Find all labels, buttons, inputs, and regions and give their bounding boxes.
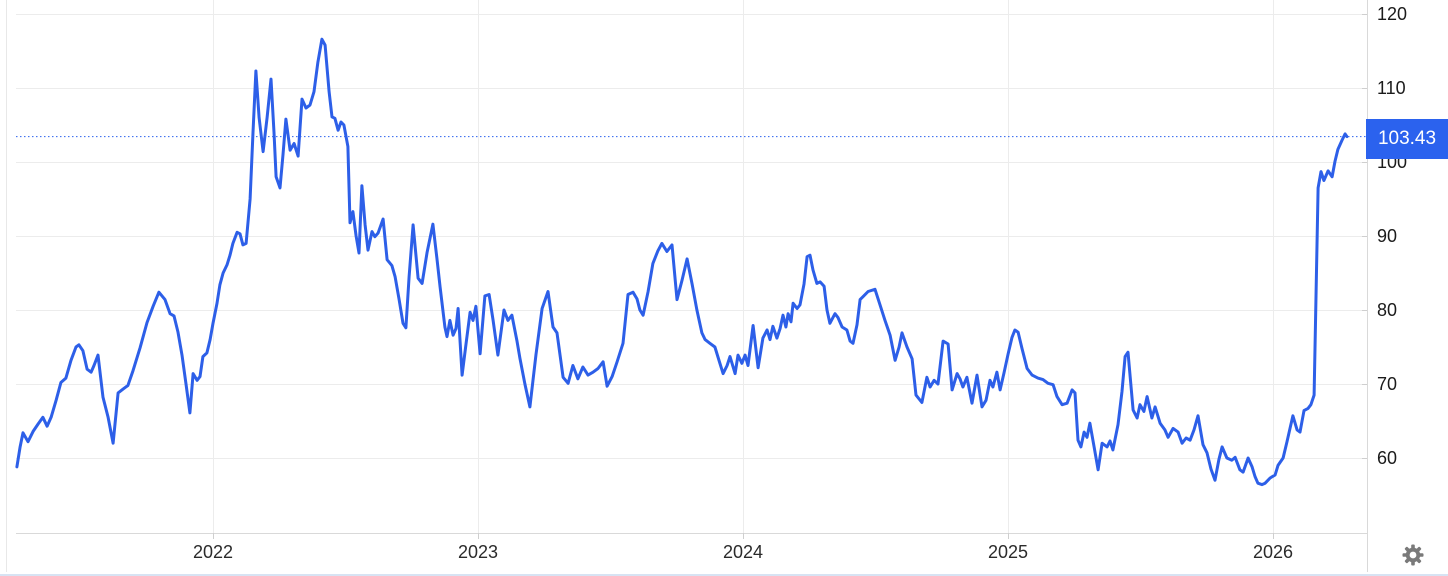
x-axis-tick-label: 2022 (192, 542, 234, 562)
y-axis-tick-label: 90 (1377, 226, 1398, 246)
y-axis-tick-label: 70 (1377, 374, 1398, 394)
x-axis-tick-label: 2023 (457, 542, 499, 562)
current-price-value: 103.43 (1377, 128, 1437, 150)
bottom-edge-strip (0, 574, 1448, 576)
y-axis-tick-label: 80 (1377, 300, 1398, 320)
settings-button[interactable] (1401, 543, 1425, 567)
price-line-series (15, 37, 1349, 487)
x-axis-tick-label: 2024 (722, 542, 764, 562)
y-axis-tick-label: 120 (1377, 4, 1408, 24)
y-axis-tick-label: 60 (1377, 448, 1398, 468)
current-price-label: 103.43 (1366, 119, 1448, 160)
y-axis-tick-label: 110 (1377, 78, 1406, 98)
x-axis-tick-label: 2026 (1252, 542, 1294, 562)
gear-icon (1402, 544, 1424, 566)
x-axis-tick-label: 2025 (987, 542, 1029, 562)
